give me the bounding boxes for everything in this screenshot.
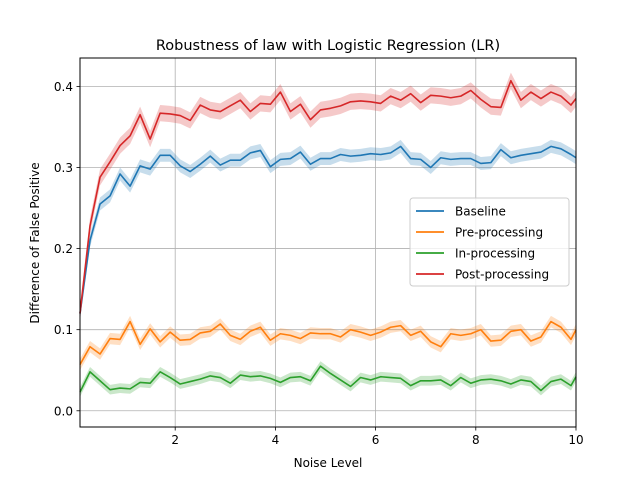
y-tick-label: 0.4 <box>54 80 73 94</box>
legend-label: Pre-processing <box>455 226 543 240</box>
series-line-post-processing <box>79 79 577 314</box>
y-tick-label: 0.0 <box>54 404 73 418</box>
series-line-in-processing <box>79 365 577 393</box>
confidence-bands <box>80 72 576 397</box>
series-line-pre-processing <box>79 320 577 365</box>
legend-label: In-processing <box>455 247 535 261</box>
series-band-post-processing <box>80 72 576 322</box>
y-axis-label: Difference of False Positive <box>28 162 42 323</box>
chart-title: Robustness of law with Logistic Regressi… <box>156 38 500 54</box>
y-tick-label: 0.3 <box>54 161 73 175</box>
plot-frame <box>79 57 577 428</box>
x-tick-label: 4 <box>272 433 280 447</box>
x-tick-label: 10 <box>568 433 583 447</box>
legend: Baseline Pre-processing In-processing Post-… <box>409 197 570 287</box>
x-tick-label: 2 <box>171 433 179 447</box>
series-band-baseline <box>80 139 576 320</box>
grid-layer <box>80 58 577 427</box>
x-axis-label: Noise Level <box>294 456 363 470</box>
series-lines <box>79 79 577 393</box>
series-line-baseline <box>79 145 577 314</box>
y-tick-label: 0.2 <box>54 242 73 256</box>
axis-ticks: 2 4 6 8 10 0.0 0.1 0.2 0.3 0.4 <box>54 80 584 447</box>
x-tick-label: 8 <box>472 433 480 447</box>
x-tick-label: 6 <box>372 433 380 447</box>
series-band-in-processing <box>80 361 576 397</box>
legend-label: Baseline <box>455 205 506 219</box>
legend-label: Post-processing <box>455 268 549 282</box>
y-tick-label: 0.1 <box>54 323 73 337</box>
legend-box <box>409 197 570 287</box>
series-band-pre-processing <box>80 315 576 371</box>
